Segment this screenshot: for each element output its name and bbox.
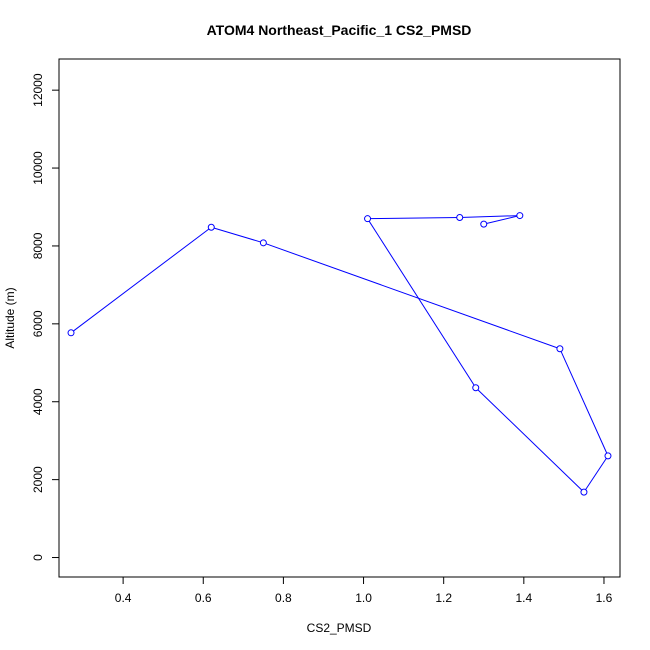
- x-tick-label: 0.6: [195, 591, 212, 605]
- y-tick-label: 6000: [31, 310, 45, 337]
- y-tick-label: 8000: [31, 232, 45, 259]
- y-tick-label: 10000: [31, 151, 45, 185]
- data-point: [580, 488, 588, 496]
- data-point: [456, 214, 464, 222]
- y-tick-label: 12000: [31, 73, 45, 107]
- series-line-segment: [583, 455, 609, 493]
- y-tick-label: 2000: [31, 466, 45, 493]
- series-line-segment: [211, 226, 264, 244]
- y-axis-label: Altitude (m): [3, 287, 17, 348]
- plot-frame: [58, 58, 621, 578]
- series-line-segment: [263, 242, 561, 350]
- data-point: [604, 452, 612, 460]
- series-line-segment: [367, 217, 460, 220]
- y-axis: 0 2000 4000 6000 8000 10000 12000: [31, 73, 59, 561]
- chart-title: ATOM4 Northeast_Pacific_1 CS2_PMSD: [207, 22, 472, 38]
- data-point: [556, 345, 564, 353]
- x-tick-label: 1.2: [435, 591, 452, 605]
- x-tick-label: 1.4: [515, 591, 532, 605]
- series-line-segment: [559, 348, 609, 457]
- data-point: [472, 384, 480, 392]
- x-tick-label: 0.8: [275, 591, 292, 605]
- x-axis: 0.4 0.6 0.8 1.0 1.2 1.4 1.6: [115, 577, 613, 605]
- data-point: [259, 239, 267, 247]
- series-line-segment: [475, 387, 585, 493]
- data-point: [480, 220, 488, 228]
- data-point: [67, 329, 75, 337]
- y-tick-label: 0: [31, 554, 45, 561]
- data-point: [516, 212, 524, 220]
- x-axis-label: CS2_PMSD: [307, 621, 372, 635]
- series-line-segment: [483, 215, 520, 225]
- x-tick-label: 1.0: [355, 591, 372, 605]
- x-tick-label: 0.4: [115, 591, 132, 605]
- series-line-segment: [367, 218, 477, 388]
- series-line-segment: [459, 215, 520, 219]
- x-tick-label: 1.6: [596, 591, 613, 605]
- data-point: [207, 223, 215, 231]
- series-line-segment: [70, 226, 212, 334]
- series-layer: [67, 212, 612, 496]
- data-point: [364, 215, 372, 223]
- y-tick-label: 4000: [31, 388, 45, 415]
